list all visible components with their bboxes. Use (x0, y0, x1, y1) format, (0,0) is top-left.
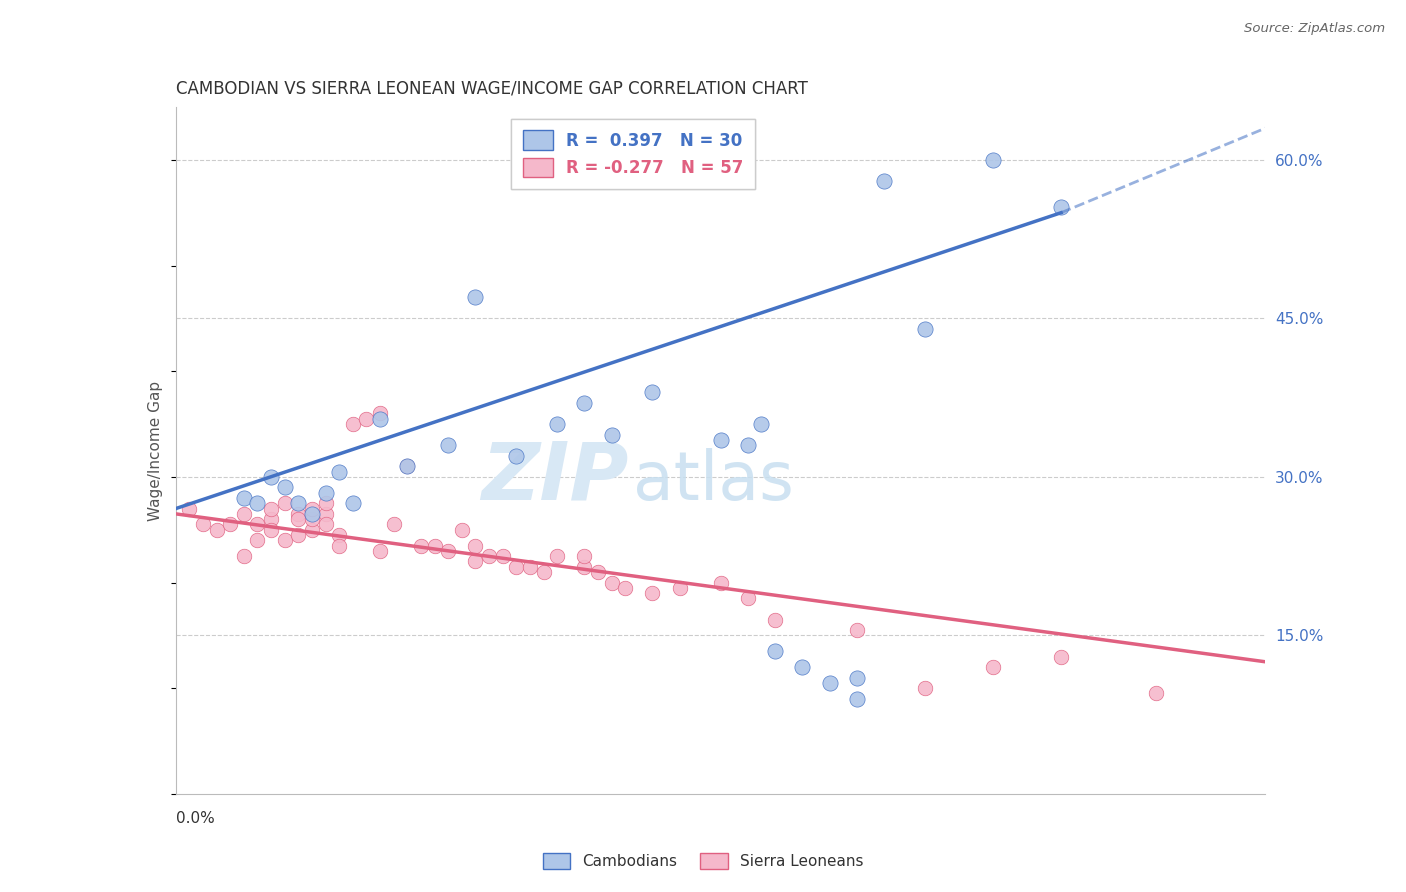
Point (437, 438, 460, 452)
Point (315, 517, 337, 532)
Point (191, 517, 214, 532)
Point (546, 417, 568, 431)
Point (287, 496, 309, 510)
Point (437, 544, 460, 558)
Point (818, 676, 841, 690)
Point (981, 660, 1004, 674)
Point (301, 507, 323, 521)
Point (668, 581, 690, 595)
Text: Source: ZipAtlas.com: Source: ZipAtlas.com (1244, 22, 1385, 36)
Point (179, 501, 201, 516)
Point (356, 411, 378, 425)
Point (614, 581, 637, 595)
Point (737, 591, 759, 606)
Point (492, 549, 515, 563)
Point (1144, 686, 1167, 700)
Point (301, 501, 323, 516)
Text: ZIP: ZIP (481, 439, 628, 517)
Point (232, 507, 254, 521)
Point (219, 517, 242, 532)
Point (751, 417, 773, 431)
Point (382, 517, 405, 532)
Point (246, 496, 269, 510)
Point (873, 174, 896, 188)
Legend: R =  0.397   N = 30, R = -0.277   N = 57: R = 0.397 N = 30, R = -0.277 N = 57 (512, 119, 755, 189)
Point (1050, 201, 1073, 215)
Point (641, 385, 664, 400)
Point (464, 539, 486, 553)
Point (301, 512, 323, 526)
Point (914, 322, 936, 336)
Point (914, 681, 936, 696)
Point (328, 465, 350, 479)
Point (478, 549, 501, 563)
Text: 0.0%: 0.0% (176, 811, 215, 826)
Point (533, 565, 555, 579)
Point (287, 528, 309, 542)
Point (315, 485, 337, 500)
Point (342, 417, 364, 431)
Point (260, 501, 283, 516)
Point (505, 559, 527, 574)
Point (792, 660, 814, 674)
Point (315, 496, 337, 510)
Point (574, 559, 596, 574)
Point (274, 496, 297, 510)
Point (763, 613, 786, 627)
Point (546, 549, 568, 563)
Point (574, 396, 596, 410)
Point (287, 512, 309, 526)
Point (274, 480, 297, 494)
Point (981, 153, 1004, 167)
Point (519, 559, 541, 574)
Point (600, 575, 623, 590)
Point (1050, 649, 1073, 664)
Point (260, 512, 283, 526)
Point (260, 523, 283, 537)
Point (845, 691, 868, 706)
Point (342, 496, 364, 510)
Point (450, 523, 472, 537)
Point (396, 459, 419, 474)
Point (710, 433, 733, 447)
Point (246, 533, 269, 548)
Point (641, 586, 664, 600)
Point (205, 523, 228, 537)
Text: CAMBODIAN VS SIERRA LEONEAN WAGE/INCOME GAP CORRELATION CHART: CAMBODIAN VS SIERRA LEONEAN WAGE/INCOME … (176, 79, 807, 97)
Text: atlas: atlas (633, 449, 794, 515)
Point (260, 470, 283, 484)
Point (232, 491, 254, 505)
Point (464, 554, 486, 568)
Point (464, 290, 486, 304)
Point (368, 411, 391, 425)
Point (710, 575, 733, 590)
Point (315, 507, 337, 521)
Point (301, 523, 323, 537)
Point (600, 427, 623, 442)
Point (328, 539, 350, 553)
Point (763, 644, 786, 658)
Y-axis label: Wage/Income Gap: Wage/Income Gap (148, 380, 163, 521)
Point (246, 517, 269, 532)
Point (396, 459, 419, 474)
Point (505, 449, 527, 463)
Point (287, 507, 309, 521)
Point (328, 528, 350, 542)
Point (409, 539, 432, 553)
Point (586, 565, 609, 579)
Point (845, 671, 868, 685)
Point (574, 549, 596, 563)
Point (232, 549, 254, 563)
Legend: Cambodians, Sierra Leoneans: Cambodians, Sierra Leoneans (537, 847, 869, 875)
Point (368, 407, 391, 421)
Point (368, 544, 391, 558)
Point (845, 623, 868, 637)
Point (274, 533, 297, 548)
Point (737, 438, 759, 452)
Point (423, 539, 446, 553)
